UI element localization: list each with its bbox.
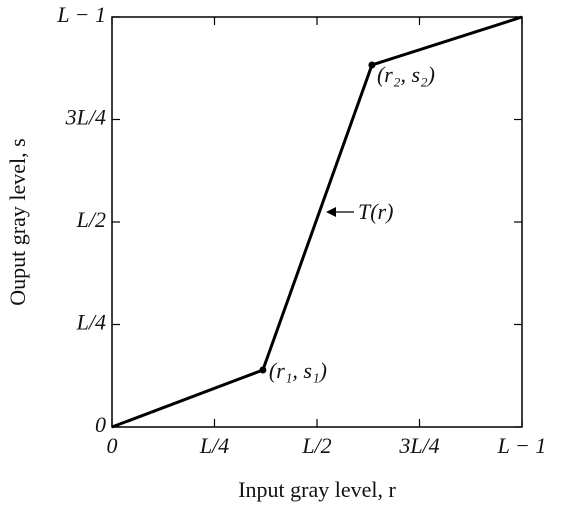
annotation: (r₂, s₂) <box>377 62 435 87</box>
annotation: (r₁, s₁) <box>269 358 327 383</box>
y-axis-label: Ouput gray level, s <box>5 138 30 305</box>
x-tick-label: 0 <box>107 433 118 458</box>
x-tick-label: L − 1 <box>497 433 547 458</box>
y-tick-label: L/4 <box>76 310 106 335</box>
control-point <box>368 61 376 69</box>
y-tick-label: 3L/4 <box>65 105 106 130</box>
y-tick-label: L/2 <box>76 207 106 232</box>
control-point <box>259 366 267 374</box>
x-tick-label: L/2 <box>301 433 331 458</box>
x-tick-label: 3L/4 <box>398 433 439 458</box>
y-tick-label: 0 <box>95 412 106 437</box>
x-axis-label: Input gray level, r <box>238 477 396 502</box>
transfer-line <box>111 15 523 429</box>
x-tick-label: L/4 <box>199 433 229 458</box>
annotation-arrowhead <box>326 207 336 217</box>
y-tick-label: L − 1 <box>56 2 106 27</box>
annotation: T(r) <box>358 199 393 224</box>
